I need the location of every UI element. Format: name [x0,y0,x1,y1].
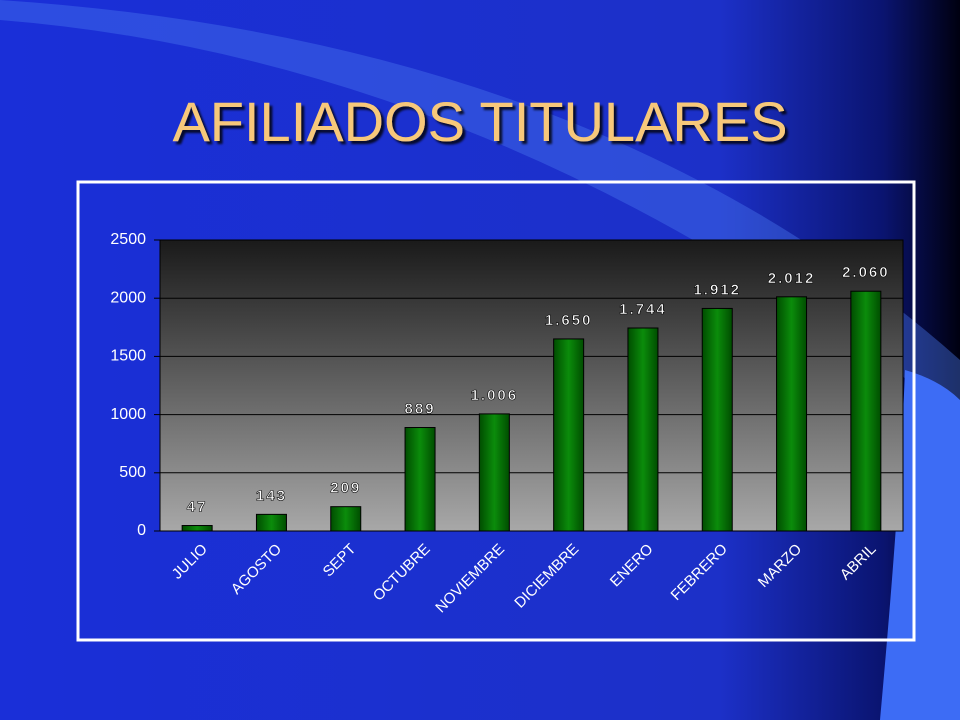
value-label: 209 [330,480,361,497]
y-tick-label: 2000 [110,289,146,306]
value-label: 1.650 [545,312,593,329]
value-label: 889 [405,400,436,417]
bar [701,307,733,532]
y-tick-label: 1500 [110,348,146,365]
value-label: 143 [256,487,287,504]
value-label: 1.744 [619,301,667,318]
bar [255,513,287,532]
value-label: 1.912 [693,281,741,298]
y-tick-label: 0 [137,522,146,539]
y-tick-label: 500 [119,464,146,481]
bar [478,413,510,532]
decor [880,370,960,720]
bar [850,290,882,532]
bar [181,525,213,532]
bar [776,296,808,532]
value-label: 1.006 [471,387,519,404]
value-label: 47 [187,498,208,515]
chart-title: AFILIADOS TITULARES [172,90,787,153]
value-label: 2.060 [842,264,890,281]
bar [553,338,585,532]
y-tick-label: 1000 [110,406,146,423]
chart-frame [76,180,916,642]
bar [627,327,659,532]
bar [404,427,436,532]
bar [330,506,362,532]
value-label: 2.012 [768,270,816,287]
y-tick-label: 2500 [110,231,146,248]
